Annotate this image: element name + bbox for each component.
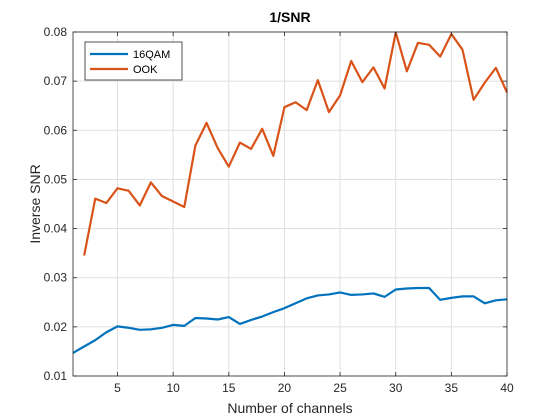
x-tick-label: 30 (389, 381, 403, 395)
x-tick-label: 15 (222, 381, 236, 395)
y-tick-label: 0.07 (44, 74, 68, 88)
y-axis-ticks: 0.01 0.02 0.03 0.04 0.05 0.06 0.07 0.08 (44, 25, 507, 383)
axes-box (72, 31, 508, 377)
y-tick-label: 0.08 (44, 25, 68, 39)
y-tick-label: 0.02 (44, 320, 68, 334)
chart-title: 1/SNR (269, 9, 310, 25)
x-tick-label: 10 (166, 381, 180, 395)
x-axis-label: Number of channels (227, 400, 352, 416)
legend-box (84, 41, 183, 81)
x-tick-label: 40 (500, 381, 514, 395)
x-tick-label: 35 (445, 381, 459, 395)
series-line-16qam (72, 286, 508, 354)
y-axis-label: Inverse SNR (27, 164, 43, 243)
x-tick-label: 25 (333, 381, 347, 395)
series-line-ook (83, 31, 509, 256)
y-tick-label: 0.01 (44, 369, 68, 383)
legend-label-16qam: 16QAM (133, 49, 170, 61)
y-tick-label: 0.06 (44, 123, 68, 137)
plot-area (73, 32, 507, 376)
y-tick-label: 0.03 (44, 271, 68, 285)
legend-label-ook: OOK (133, 64, 158, 76)
x-tick-label: 5 (114, 381, 121, 395)
series-layer (72, 31, 509, 354)
legend: 16QAM OOK (84, 41, 183, 81)
y-tick-label: 0.05 (44, 172, 68, 186)
y-tick-label: 0.04 (44, 222, 68, 236)
x-tick-label: 20 (278, 381, 292, 395)
x-axis-ticks: 5 10 15 20 25 30 35 40 (114, 32, 514, 395)
